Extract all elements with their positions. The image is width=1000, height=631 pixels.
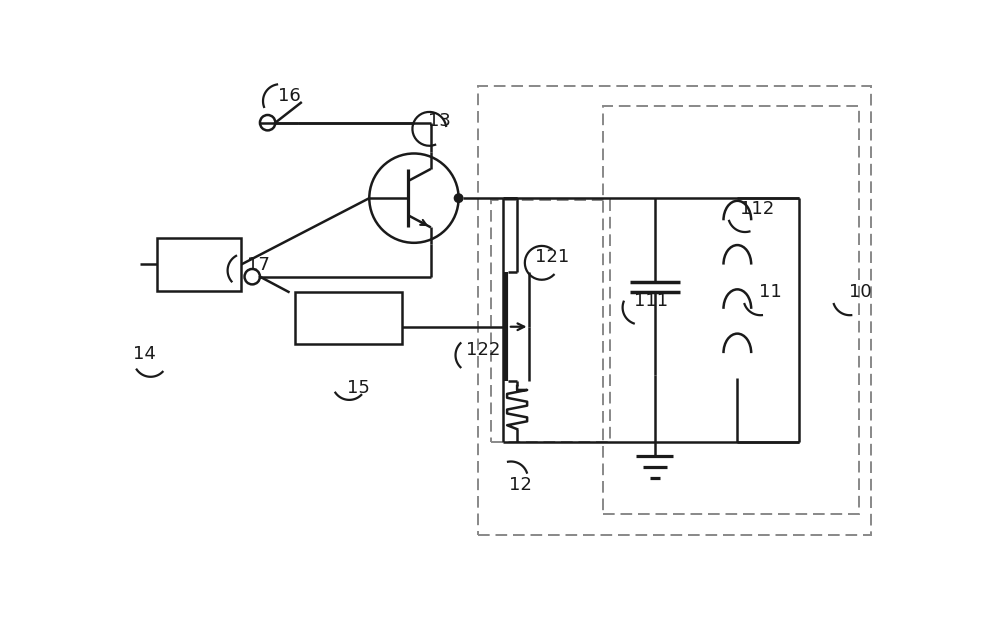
Text: 112: 112 <box>740 200 774 218</box>
Bar <box>295 292 402 345</box>
Text: 121: 121 <box>535 249 570 266</box>
Text: 11: 11 <box>759 283 782 301</box>
Text: 15: 15 <box>347 379 370 398</box>
Text: 12: 12 <box>509 476 532 493</box>
Text: 17: 17 <box>247 256 270 274</box>
Text: 111: 111 <box>634 292 668 310</box>
Text: 13: 13 <box>428 112 451 130</box>
Bar <box>478 86 871 534</box>
Bar <box>491 199 610 442</box>
Circle shape <box>454 194 463 203</box>
Text: 16: 16 <box>278 86 301 105</box>
Bar <box>603 106 859 514</box>
Text: 122: 122 <box>466 341 500 359</box>
Bar <box>157 238 241 290</box>
Text: 10: 10 <box>849 283 872 301</box>
Text: 14: 14 <box>133 345 156 363</box>
